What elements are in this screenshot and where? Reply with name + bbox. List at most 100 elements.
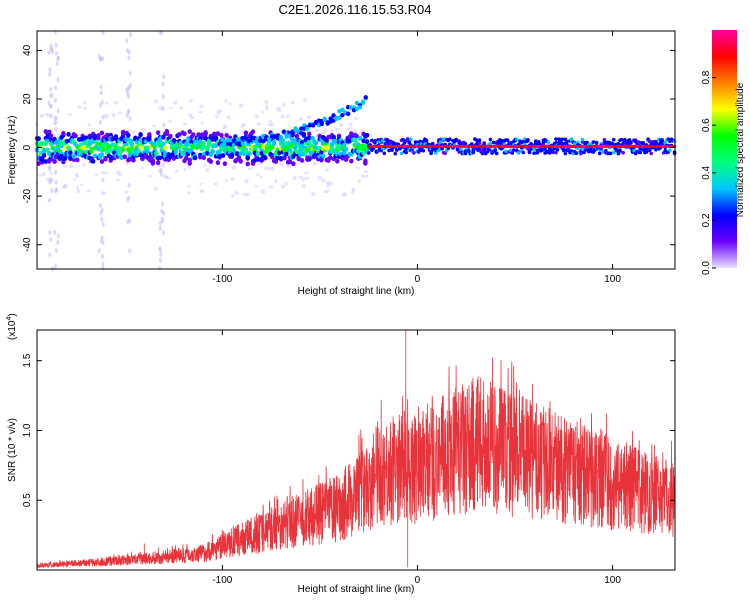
spectral-cell: [583, 148, 588, 152]
spectral-cell: [516, 151, 521, 155]
spectral-noise-dot: [56, 108, 60, 114]
spectral-cell: [252, 157, 257, 163]
spectral-noise-dot: [100, 216, 104, 222]
spectral-noise-dot: [56, 233, 60, 239]
colorbar-tick-label: 0.8: [701, 70, 712, 84]
spectral-cell: [131, 157, 136, 163]
spectral-cell: [113, 142, 119, 147]
spectral-noise-dot: [326, 180, 331, 185]
spectral-noise-dot: [260, 189, 266, 194]
spectral-cell: [317, 133, 322, 139]
spectral-noise-dot: [323, 128, 328, 133]
spectral-noise-dot: [324, 168, 329, 172]
spectrogram-panel: -100 0 100 40 20 0 -20 -40 Height of straight l…: [7, 29, 677, 297]
spectral-cell: [299, 158, 305, 163]
spectral-cell: [597, 151, 602, 156]
spectral-cell: [184, 155, 189, 161]
spectral-cell: [342, 150, 347, 156]
colorbar-tick-label: 0.4: [701, 165, 712, 179]
spectral-noise-dot: [99, 90, 103, 96]
spectral-cell: [82, 145, 87, 151]
spectral-noise-dot: [101, 261, 105, 267]
spectral-noise-dot: [213, 182, 218, 186]
spectral-cell: [217, 153, 222, 159]
spectral-noise-dot: [238, 103, 244, 108]
spectral-cell: [75, 157, 80, 163]
spectral-cell: [335, 144, 340, 150]
spectral-cell: [438, 140, 443, 145]
spectral-noise-dot: [55, 61, 59, 67]
spectral-cell: [198, 154, 203, 160]
spectral-cell: [512, 148, 516, 152]
colorbar-ticks: 0.0 0.2 0.4 0.6 0.8: [701, 70, 716, 275]
spectral-noise-dot: [100, 171, 105, 175]
spectral-cell: [604, 148, 608, 153]
spectral-cell: [194, 145, 199, 151]
spectral-noise-dot: [53, 120, 58, 125]
spectral-cell: [361, 150, 366, 156]
spectral-cell: [477, 138, 482, 143]
spectral-noise-dot: [128, 218, 132, 224]
spectral-cell: [611, 150, 616, 155]
spectral-noise-dot: [320, 131, 326, 135]
spectral-noise-dot: [186, 191, 191, 195]
spectral-cell: [154, 150, 159, 156]
spectral-noise-dot: [101, 114, 105, 120]
spectral-noise-dot: [50, 49, 54, 55]
spectral-cell: [243, 136, 248, 141]
spectral-noise-dot: [350, 190, 355, 195]
spectral-noise-dot: [280, 114, 285, 119]
spectral-noise-dot: [54, 248, 58, 254]
spectral-cell: [554, 137, 558, 141]
spectral-cell: [291, 161, 296, 167]
spectral-noise-dot: [205, 168, 210, 172]
spectral-noise-dot: [49, 103, 53, 109]
colorbar-tick-label: 0.0: [701, 261, 712, 275]
spectral-noise-dot: [124, 190, 129, 194]
spectral-cell: [363, 158, 368, 164]
spectral-cell: [145, 145, 150, 151]
spectral-noise-dot: [301, 177, 305, 182]
spectral-cell: [482, 141, 486, 145]
spectral-cell: [245, 161, 250, 167]
spectral-cell: [430, 141, 435, 146]
spectral-cell: [387, 148, 391, 153]
spectral-cell: [349, 131, 354, 137]
spectral-cell: [138, 132, 143, 138]
spectral-noise-dot: [361, 174, 365, 179]
spectral-cell: [246, 142, 251, 147]
spectral-cell: [157, 155, 163, 161]
spectral-noise-dot: [187, 165, 192, 170]
spectral-cell: [433, 151, 438, 155]
spectral-noise-dot: [53, 229, 57, 235]
spectral-noise-dot: [83, 106, 87, 110]
spectral-cell: [120, 147, 126, 153]
spectral-cell: [220, 153, 226, 158]
spectral-noise-dot: [116, 178, 120, 182]
spectral-noise-dot: [267, 123, 273, 127]
spectral-cell: [238, 158, 243, 164]
spectral-cell: [119, 154, 124, 160]
spectral-cell: [448, 137, 452, 142]
spectral-cell: [299, 131, 304, 136]
spectral-noise-dot: [56, 77, 60, 83]
spectrogram-ytick-label: 40: [22, 44, 33, 56]
spectral-noise-dot: [113, 100, 119, 105]
spectral-cell: [654, 147, 658, 152]
spectral-cell: [234, 151, 240, 157]
spectral-cell: [364, 139, 370, 145]
spectral-noise-dot: [49, 86, 53, 92]
spectral-noise-dot: [57, 133, 62, 136]
spectral-noise-dot: [38, 173, 42, 177]
spectral-noise-dot: [128, 248, 132, 254]
spectral-cell: [504, 149, 508, 154]
spectral-cell: [68, 150, 73, 156]
spectral-noise-dot: [99, 210, 103, 216]
spectral-noise-dot: [39, 114, 45, 118]
spectral-noise-dot: [41, 172, 46, 177]
spectral-noise-dot: [259, 175, 263, 178]
spectral-cell: [106, 144, 112, 150]
spectral-cell: [438, 137, 443, 142]
spectral-noise-dot: [280, 184, 285, 189]
spectral-cell: [454, 138, 458, 143]
